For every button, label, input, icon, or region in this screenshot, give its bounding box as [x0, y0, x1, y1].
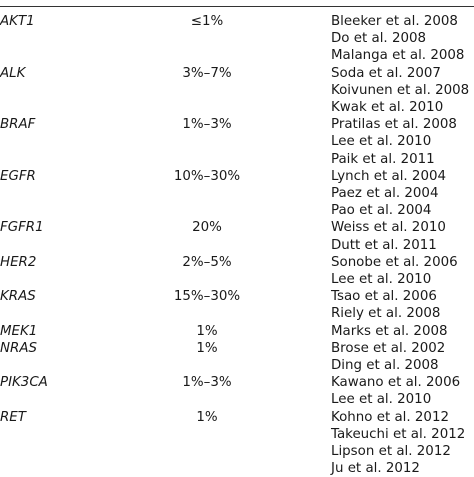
table-row: Malanga et al. 2008: [0, 48, 474, 64]
table-row: EGFR 10%–30% Lynch et al. 2004: [0, 169, 474, 185]
gene-cell: EGFR: [0, 168, 36, 184]
table-row: Koivunen et al. 2008: [0, 83, 474, 99]
table-row: PIK3CA 1%–3% Kawano et al. 2006: [0, 375, 474, 391]
table-row: AKT1 ≤1% Bleeker et al. 2008: [0, 14, 474, 30]
reference-cell: Marks et al. 2008: [331, 323, 448, 339]
frequency-cell: 1%: [196, 409, 218, 425]
reference-cell: Takeuchi et al. 2012: [331, 426, 466, 442]
reference-cell: Do et al. 2008: [331, 31, 427, 47]
table-row: NRAS 1% Brose et al. 2002: [0, 341, 474, 357]
frequency-cell: 2%–5%: [182, 254, 232, 270]
table-row: Paik et al. 2011: [0, 152, 474, 168]
frequency-cell: 20%: [192, 220, 222, 236]
frequency-cell: ≤1%: [190, 14, 224, 29]
table-row: FGFR1 20% Weiss et al. 2010: [0, 220, 474, 236]
table-top-rule: [0, 6, 474, 7]
gene-cell: PIK3CA: [0, 375, 48, 391]
reference-cell: Bleeker et al. 2008: [331, 14, 458, 29]
reference-cell: Tsao et al. 2006: [331, 289, 437, 305]
reference-cell: Sonobe et al. 2006: [331, 254, 458, 270]
gene-cell: RET: [0, 409, 26, 425]
table-row: Lee et al. 2010: [0, 134, 474, 150]
reference-cell: Malanga et al. 2008: [331, 48, 465, 64]
frequency-cell: 10%–30%: [173, 168, 241, 184]
table-row: RET 1% Kohno et al. 2012: [0, 410, 474, 426]
table-row: Do et al. 2008: [0, 31, 474, 47]
gene-cell: AKT1: [0, 14, 35, 29]
table-row: Pao et al. 2004: [0, 203, 474, 219]
frequency-cell: 1%: [196, 323, 218, 339]
table-row: Ding et al. 2008: [0, 358, 474, 374]
reference-cell: Riely et al. 2008: [331, 306, 441, 322]
table-row: Ju et al. 2012: [0, 461, 474, 477]
gene-cell: BRAF: [0, 117, 36, 133]
table-row: KRAS 15%–30% Tsao et al. 2006: [0, 289, 474, 305]
reference-cell: Koivunen et al. 2008: [331, 82, 470, 98]
reference-cell: Lee et al. 2010: [331, 392, 432, 408]
frequency-cell: 1%: [196, 340, 218, 356]
reference-cell: Kwak et al. 2010: [331, 100, 444, 115]
frequency-cell: 15%–30%: [173, 289, 241, 305]
reference-cell: Lipson et al. 2012: [331, 444, 451, 459]
reference-cell: Kohno et al. 2012: [331, 409, 449, 425]
reference-cell: Brose et al. 2002: [331, 340, 446, 356]
reference-cell: Kawano et al. 2006: [331, 375, 461, 391]
frequency-cell: 1%–3%: [182, 375, 232, 391]
reference-cell: Weiss et al. 2010: [331, 220, 446, 236]
gene-cell: ALK: [0, 65, 26, 81]
table-row: Lee et al. 2010: [0, 272, 474, 288]
reference-cell: Ding et al. 2008: [331, 358, 439, 373]
gene-cell: KRAS: [0, 289, 36, 305]
gene-cell: HER2: [0, 254, 37, 270]
reference-cell: Pratilas et al. 2008: [331, 117, 457, 133]
table-row: HER2 2%–5% Sonobe et al. 2006: [0, 255, 474, 271]
reference-cell: Dutt et al. 2011: [331, 237, 437, 253]
reference-cell: Ju et al. 2012: [331, 461, 420, 477]
gene-cell: MEK1: [0, 323, 38, 339]
reference-cell: Lee et al. 2010: [331, 272, 432, 287]
gene-cell: NRAS: [0, 340, 37, 356]
reference-cell: Lynch et al. 2004: [331, 168, 447, 184]
table-row: Dutt et al. 2011: [0, 238, 474, 254]
reference-cell: Paez et al. 2004: [331, 186, 439, 201]
table-row: Riely et al. 2008: [0, 306, 474, 322]
reference-cell: Soda et al. 2007: [331, 65, 441, 81]
table-row: Lipson et al. 2012: [0, 444, 474, 460]
table-row: Takeuchi et al. 2012: [0, 427, 474, 443]
table-row: BRAF 1%–3% Pratilas et al. 2008: [0, 117, 474, 133]
gene-cell: FGFR1: [0, 220, 44, 236]
table-row: ALK 3%–7% Soda et al. 2007: [0, 66, 474, 82]
table-row: Paez et al. 2004: [0, 186, 474, 202]
reference-cell: Paik et al. 2011: [331, 151, 435, 167]
frequency-cell: 1%–3%: [182, 117, 232, 133]
table-row: Kwak et al. 2010: [0, 100, 474, 116]
reference-cell: Lee et al. 2010: [331, 134, 432, 150]
table-row: MEK1 1% Marks et al. 2008: [0, 324, 474, 340]
frequency-cell: 3%–7%: [182, 65, 232, 81]
table-row: Lee et al. 2010: [0, 392, 474, 408]
reference-cell: Pao et al. 2004: [331, 203, 432, 219]
